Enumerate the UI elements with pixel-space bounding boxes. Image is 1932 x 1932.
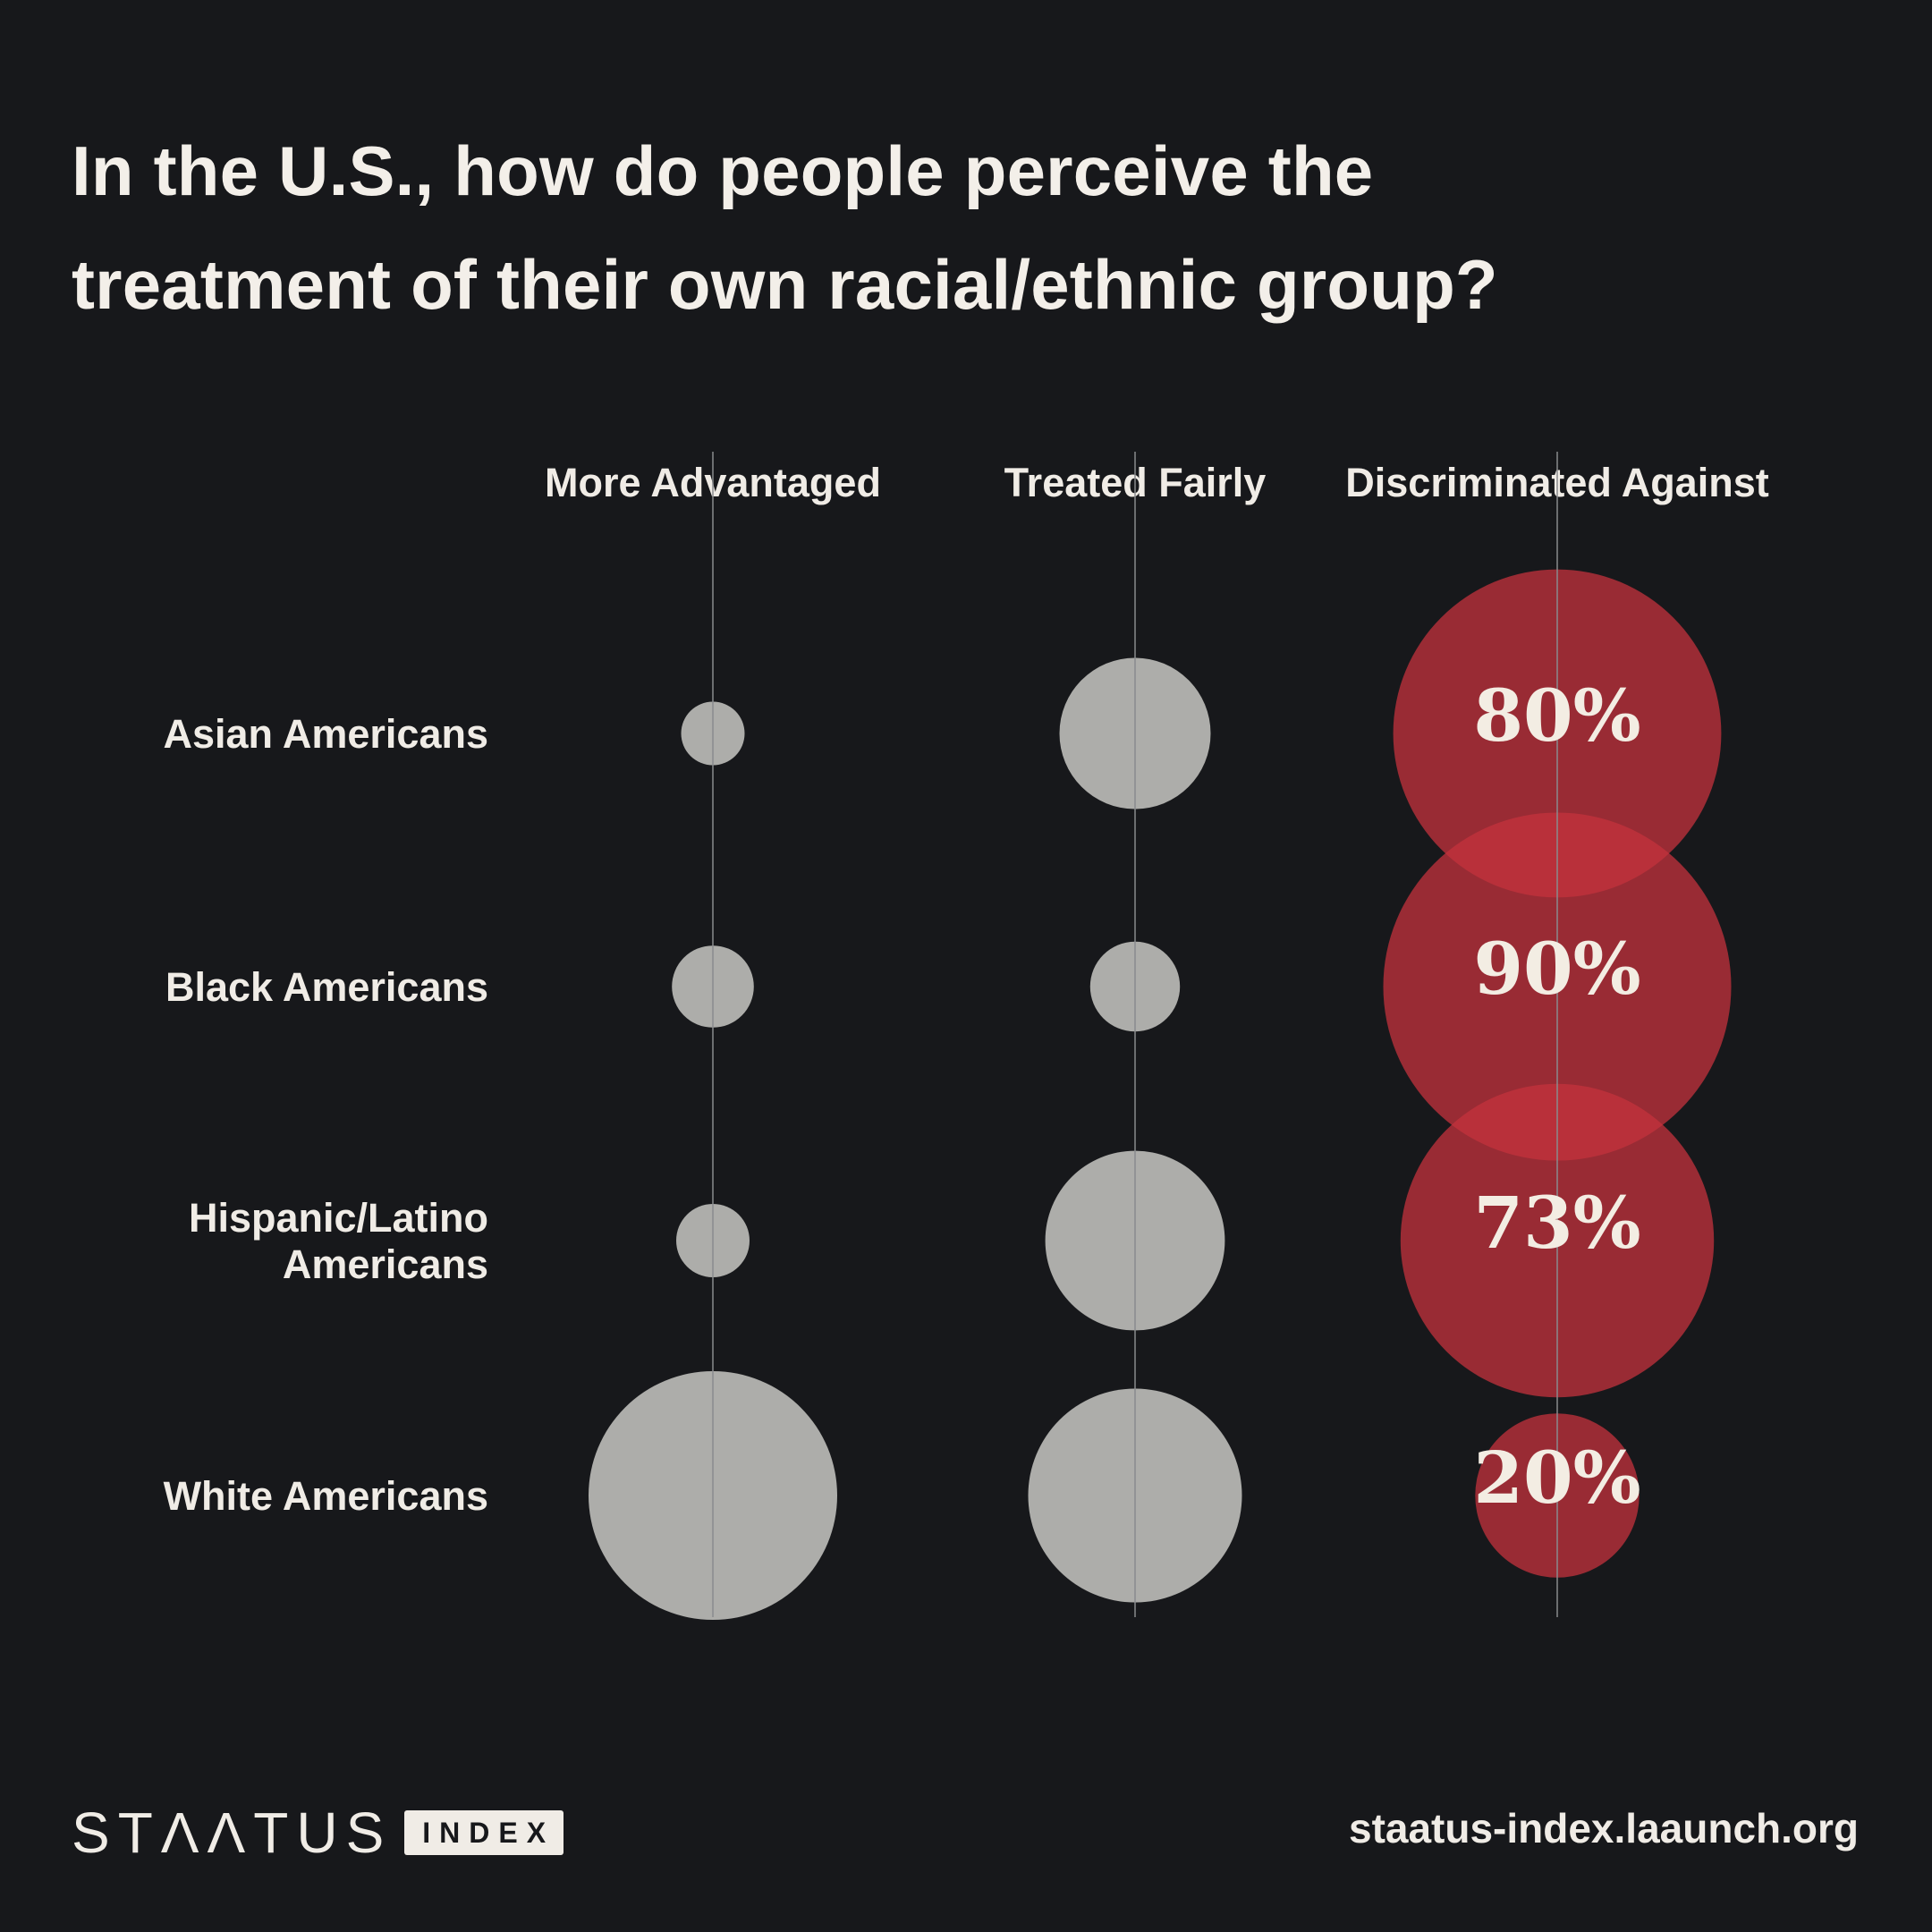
row-labels: Asian Americans Black Americans Hispanic/L… bbox=[164, 711, 489, 1519]
percent-label-hispanic-latino-americans: 73% bbox=[1473, 1181, 1640, 1265]
footer-url: staatus-index.laaunch.org bbox=[1348, 1805, 1859, 1852]
column-headers: More Advantaged Treated Fairly Discriminat… bbox=[545, 460, 1769, 505]
row-label-line: Asian Americans bbox=[164, 711, 489, 757]
logo-wordmark: STΛΛTUS bbox=[72, 1801, 393, 1865]
row-label-line: Americans bbox=[283, 1241, 488, 1287]
logo-index-badge: INDEX bbox=[404, 1810, 564, 1855]
row-label-line: White Americans bbox=[164, 1473, 488, 1519]
percent-label-black-americans: 90% bbox=[1473, 927, 1640, 1011]
row-label-black-americans: Black Americans bbox=[165, 964, 488, 1010]
percent-label-asian-americans: 80% bbox=[1473, 674, 1640, 758]
row-label-asian-americans: Asian Americans bbox=[164, 711, 489, 757]
row-label-white-americans: White Americans bbox=[164, 1473, 488, 1519]
column-axis-lines bbox=[712, 452, 1558, 1617]
percentage-labels: 80% 90% 73% 20% bbox=[1473, 674, 1640, 1520]
row-label-line: Hispanic/Latino bbox=[189, 1195, 488, 1241]
staatus-index-logo: STΛΛTUS INDEX bbox=[72, 1801, 564, 1865]
chart-title: In the U.S., how do people perceive the … bbox=[72, 131, 1498, 324]
row-label-hispanic-latino-americans: Hispanic/Latino Americans bbox=[189, 1195, 488, 1287]
row-label-line: Black Americans bbox=[165, 964, 488, 1010]
percent-label-white-americans: 20% bbox=[1473, 1436, 1640, 1520]
